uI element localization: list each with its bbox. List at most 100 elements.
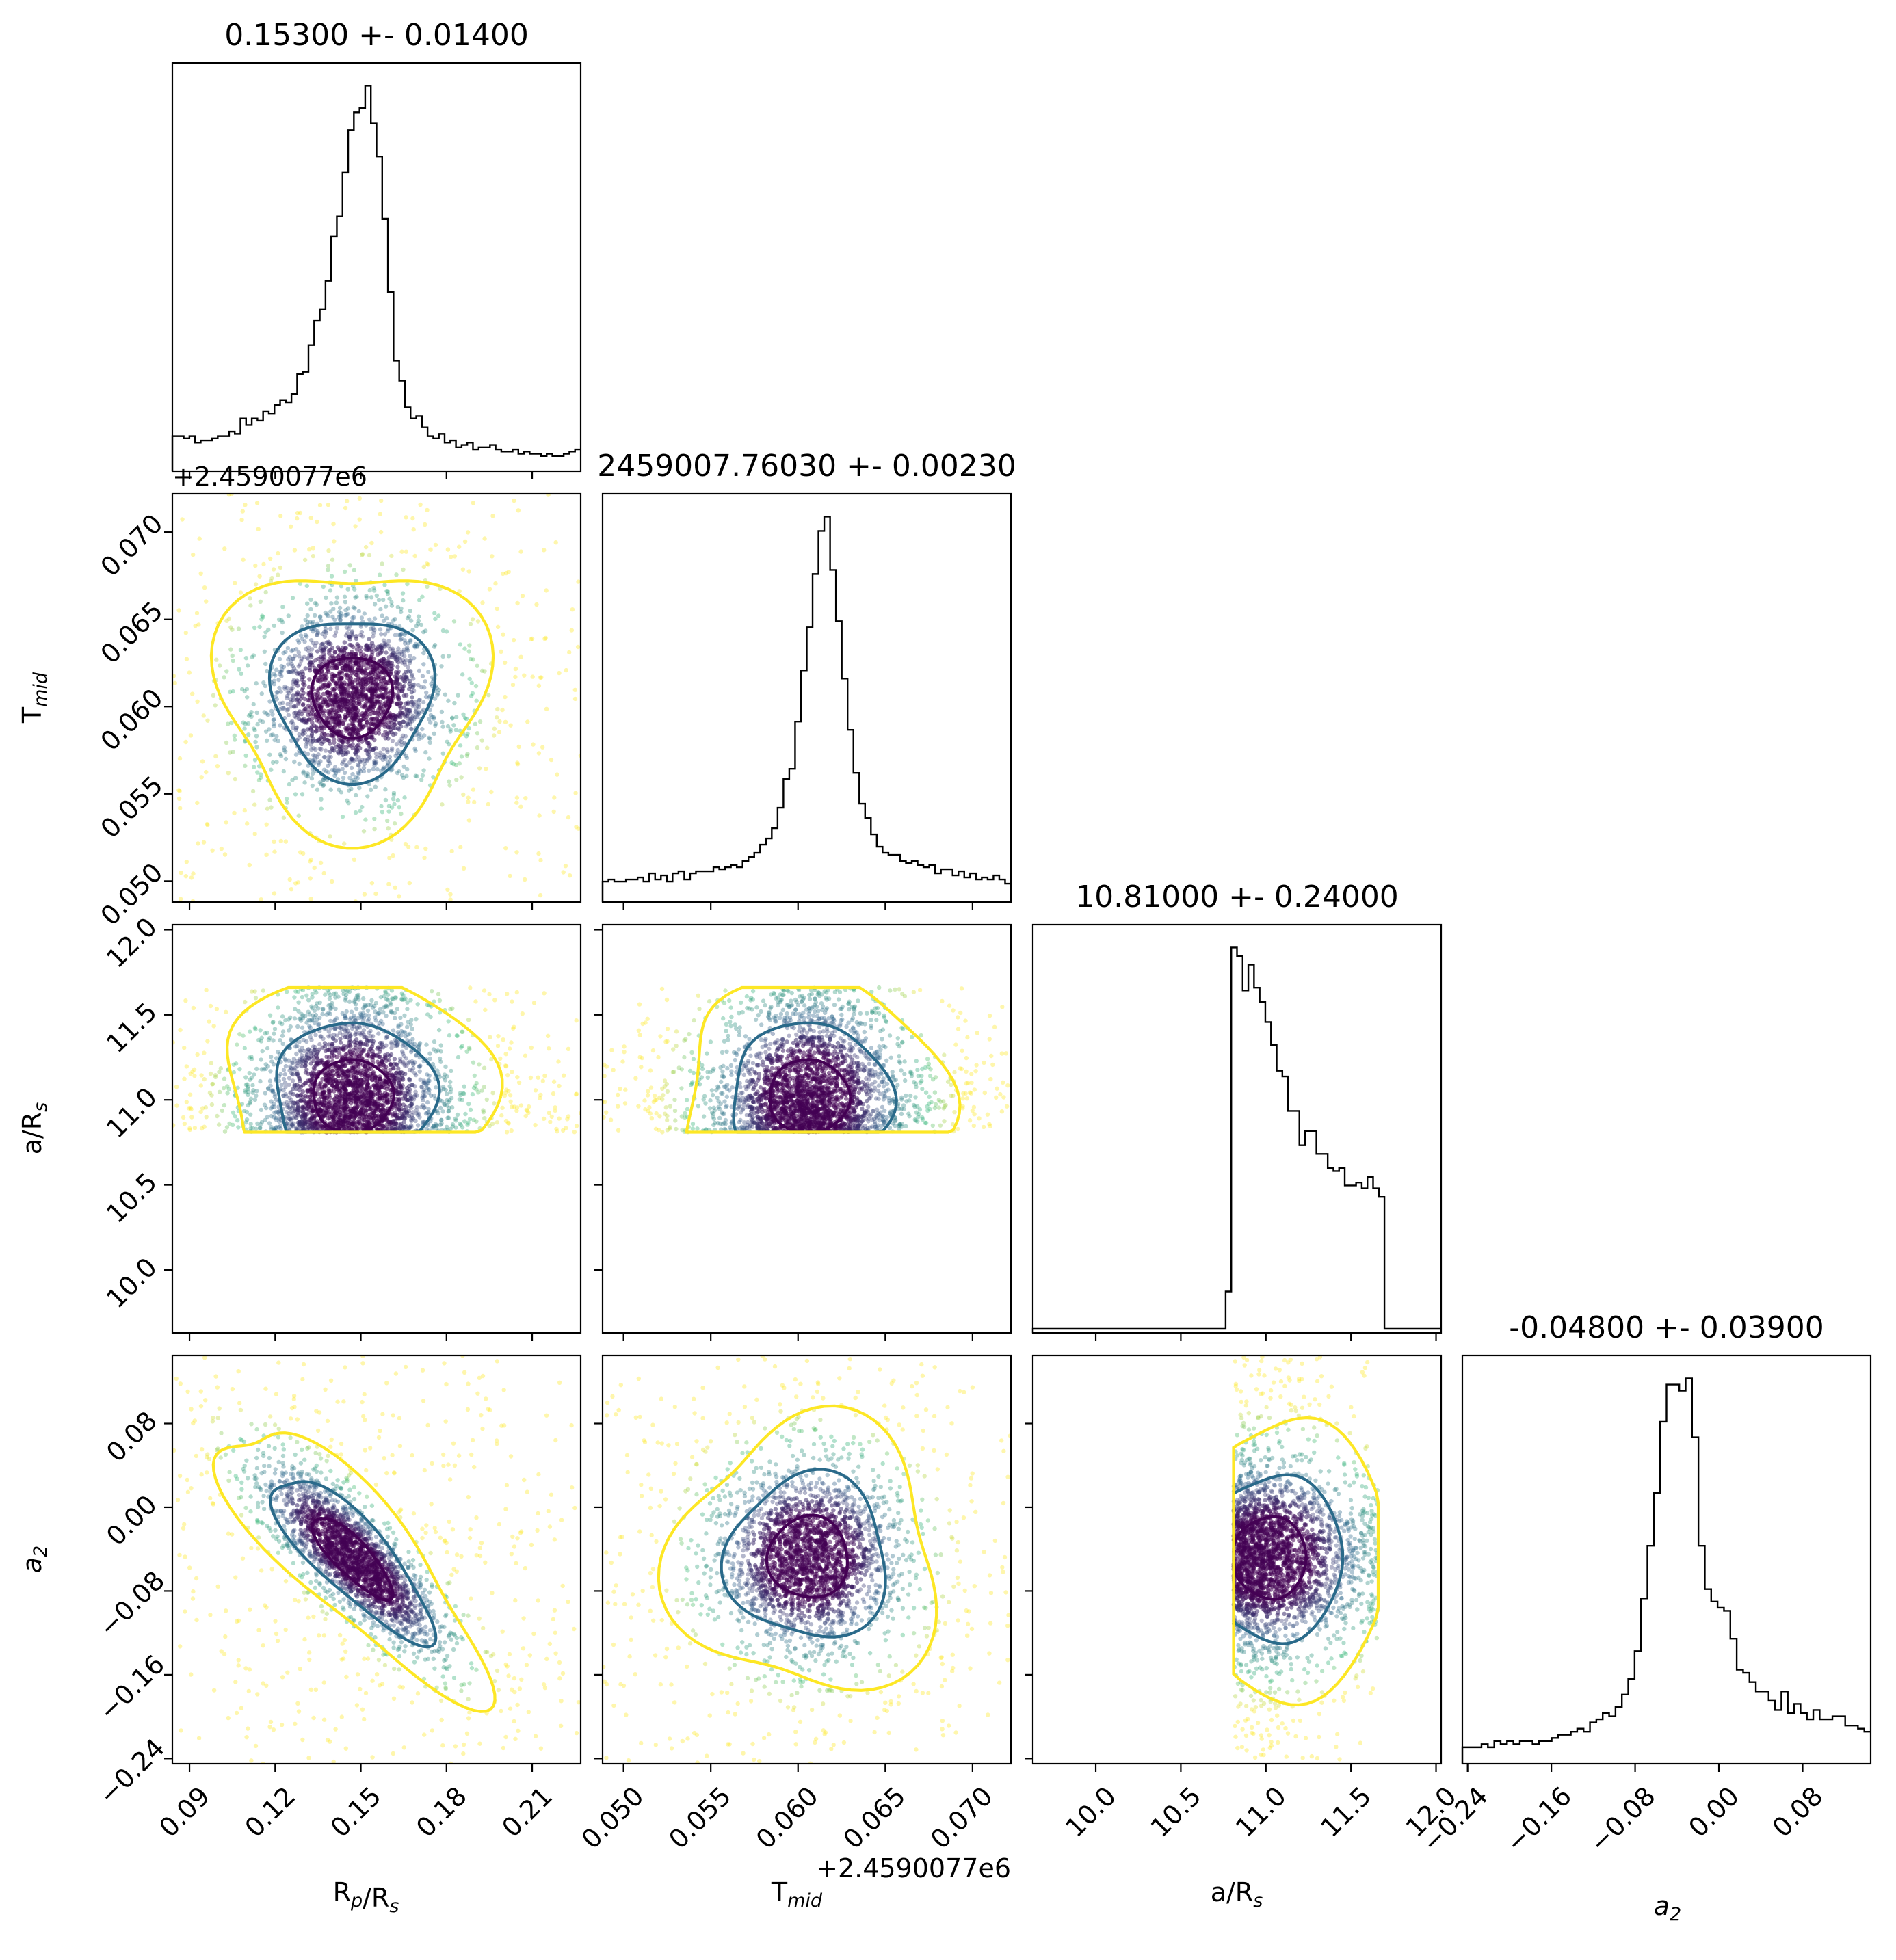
- scatter-point: [405, 1032, 410, 1037]
- scatter-point: [482, 988, 487, 993]
- scatter-point: [431, 1124, 436, 1130]
- scatter-point: [343, 1016, 348, 1020]
- scatter-point: [330, 1004, 335, 1009]
- scatter-point: [293, 726, 299, 730]
- histogram-a2: [1461, 1377, 1871, 1764]
- scatter-point: [414, 1111, 419, 1116]
- scatter-point: [189, 875, 194, 880]
- scatter-point: [263, 683, 267, 689]
- scatter-point: [350, 615, 355, 620]
- scatter-point: [339, 1024, 344, 1029]
- scatter-point: [450, 716, 455, 721]
- scatter-point: [300, 1053, 304, 1058]
- scatter-point: [412, 1084, 417, 1089]
- scatter-point: [358, 1126, 363, 1131]
- scatter-point: [408, 639, 413, 644]
- scatter-point: [357, 767, 363, 772]
- scatter-point: [250, 789, 256, 794]
- scatter-point: [321, 708, 326, 713]
- scatter-point: [213, 703, 218, 708]
- scatter-point: [271, 1038, 276, 1043]
- scatter-point: [278, 669, 282, 674]
- scatter-point: [439, 1117, 444, 1123]
- scatter-point: [391, 853, 395, 858]
- scatter-point: [342, 841, 347, 846]
- scatter-point: [365, 794, 370, 799]
- scatter-point: [510, 1070, 514, 1074]
- scatter-point: [460, 1098, 464, 1102]
- scatter-point: [395, 797, 400, 803]
- scatter-point: [523, 1053, 528, 1058]
- scatter-point: [269, 1055, 274, 1059]
- scatter-point: [281, 650, 286, 656]
- scatter-point: [319, 724, 324, 728]
- scatter-point: [419, 1085, 424, 1089]
- scatter-point: [355, 1070, 360, 1076]
- scatter-point: [278, 1038, 282, 1043]
- scatter-point: [372, 588, 377, 593]
- scatter-point: [243, 753, 248, 758]
- scatter-point: [301, 851, 306, 856]
- scatter-point: [252, 989, 257, 994]
- scatter-point: [297, 1016, 302, 1021]
- scatter-point: [392, 821, 397, 826]
- scatter-point: [278, 838, 283, 844]
- scatter-point: [463, 1111, 468, 1117]
- scatter-point: [274, 1097, 278, 1102]
- scatter-point: [462, 539, 468, 544]
- scatter-point: [574, 1124, 579, 1128]
- scatter-point: [461, 712, 466, 717]
- scatter-point: [399, 549, 404, 554]
- scatter-point: [297, 1087, 302, 1093]
- scatter-point: [285, 696, 289, 701]
- scatter-point: [269, 1099, 274, 1104]
- scatter-point: [372, 760, 377, 766]
- scatter-point: [341, 776, 346, 780]
- scatter-point: [345, 697, 350, 702]
- scatter-point: [433, 1122, 438, 1127]
- scatter-point: [397, 689, 402, 694]
- scatter-point: [337, 615, 341, 620]
- scatter-point: [416, 1111, 421, 1116]
- scatter-point: [252, 832, 257, 836]
- scatter-point: [432, 644, 437, 649]
- scatter-point: [226, 721, 231, 726]
- scatter-point: [380, 1022, 385, 1027]
- scatter-point: [369, 998, 374, 1003]
- scatter-point: [395, 1007, 399, 1011]
- scatter-point: [415, 1044, 421, 1049]
- scatter-point: [243, 1088, 248, 1093]
- scatter-point: [317, 503, 323, 507]
- scatter-point: [407, 880, 412, 886]
- scatter-point: [466, 1101, 471, 1107]
- scatter-point: [300, 637, 305, 641]
- scatter-point: [276, 677, 281, 683]
- scatter-point: [261, 680, 266, 685]
- scatter-point: [343, 996, 348, 1001]
- scatter-point: [274, 667, 279, 672]
- scatter-point: [301, 702, 306, 707]
- scatter-point: [383, 756, 388, 762]
- scatter-point: [514, 795, 520, 800]
- scatter-point: [466, 1045, 472, 1050]
- scatter-point: [235, 1085, 240, 1090]
- scatter-point: [394, 1096, 399, 1102]
- scatter-point: [367, 1016, 371, 1022]
- scatter-point: [157, 1057, 161, 1061]
- scatter-point: [337, 1024, 341, 1029]
- scatter-point: [583, 1075, 587, 1079]
- scatter-point: [400, 591, 406, 596]
- scatter-point: [515, 762, 521, 767]
- scatter-point: [332, 633, 337, 638]
- scatter-point: [179, 870, 183, 875]
- scatter-point: [233, 1114, 237, 1119]
- scatter-point: [465, 752, 470, 756]
- scatter-point: [409, 1018, 414, 1022]
- scatter-point: [359, 1013, 364, 1018]
- scatter-point: [417, 1041, 423, 1046]
- scatter-point: [497, 719, 502, 724]
- scatter-point: [385, 1035, 390, 1039]
- scatter-point: [305, 740, 310, 745]
- scatter-point: [278, 1072, 283, 1076]
- scatter-point: [276, 617, 282, 622]
